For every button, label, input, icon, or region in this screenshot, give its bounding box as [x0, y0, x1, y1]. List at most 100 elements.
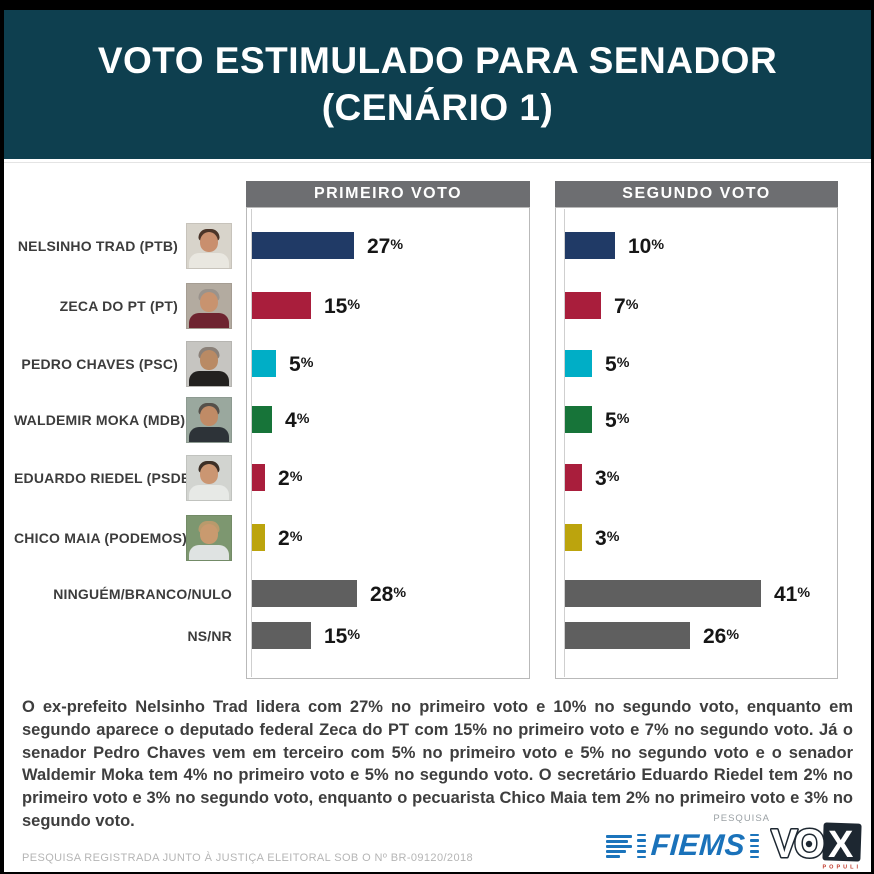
candidate-label: NELSINHO TRAD (PTB): [17, 238, 178, 254]
value-label-segundo-voto: 3%: [595, 524, 619, 552]
photo-torso: [189, 253, 229, 268]
photo-head: [200, 464, 218, 484]
axis-primeiro-voto: [251, 209, 252, 677]
value-number: 26: [703, 624, 727, 648]
bar-primeiro-voto: [252, 350, 276, 377]
bar-segundo-voto: [565, 232, 615, 259]
photo-torso: [189, 545, 229, 560]
candidate-label: ZECA DO PT (PT): [59, 298, 178, 314]
value-label-primeiro-voto: 15%: [324, 622, 360, 650]
photo-head: [200, 292, 218, 312]
panel-body-segundo-voto: [555, 207, 838, 679]
bar-segundo-voto: [565, 622, 690, 649]
percent-sign: %: [606, 529, 620, 545]
summary-text: O ex-prefeito Nelsinho Trad lidera com 2…: [22, 698, 853, 830]
percent-sign: %: [726, 627, 740, 643]
pesquisa-label: PESQUISA: [713, 813, 770, 824]
value-number: 5: [605, 408, 617, 432]
value-number: 3: [595, 466, 607, 490]
candidate-photo-pedro-chaves: [186, 341, 232, 387]
bar-segundo-voto: [565, 350, 592, 377]
frame-top: [0, 0, 874, 10]
fiems-dashes-right-icon: [750, 833, 760, 859]
photo-head: [200, 232, 218, 252]
value-label-primeiro-voto: 2%: [278, 464, 302, 492]
svg-text:X: X: [828, 824, 854, 866]
value-number: 28: [370, 582, 394, 606]
value-label-segundo-voto: 3%: [595, 464, 619, 492]
value-number: 7: [614, 294, 626, 318]
page-title-line2: (CENÁRIO 1): [321, 86, 554, 128]
candidate-label: CHICO MAIA (PODEMOS): [14, 530, 188, 546]
value-number: 2: [278, 526, 290, 550]
candidate-label: WALDEMIR MOKA (MDB): [14, 412, 186, 428]
percent-sign: %: [606, 469, 620, 485]
candidate-photo-nelsinho-trad: [186, 223, 232, 269]
value-number: 4: [285, 408, 297, 432]
candidate-photo-waldemir-moka: [186, 397, 232, 443]
panel-header-primeiro-voto: PRIMEIRO VOTO: [246, 181, 530, 207]
value-number: 2: [278, 466, 290, 490]
candidate-label: PEDRO CHAVES (PSC): [21, 356, 178, 372]
percent-sign: %: [347, 297, 361, 313]
banner-divider: [4, 162, 871, 163]
candidate-label: NS/NR: [187, 628, 232, 644]
fiems-emblem-icon: [606, 834, 632, 858]
candidate-photo-chico-maia: [186, 515, 232, 561]
percent-sign: %: [390, 237, 404, 253]
svg-text:V: V: [771, 822, 798, 866]
value-number: 41: [774, 582, 798, 606]
fiems-dashes-left-icon: [637, 833, 646, 859]
vox-logo-icon: V O X POPULI: [770, 821, 862, 871]
candidate-photo-eduardo-riedel: [186, 455, 232, 501]
candidate-label: EDUARDO RIEDEL (PSDB): [14, 470, 197, 486]
bar-primeiro-voto: [252, 464, 265, 491]
percent-sign: %: [797, 585, 811, 601]
bar-primeiro-voto: [252, 524, 265, 551]
vox-populi-logo: V O X POPULI: [770, 820, 864, 874]
percent-sign: %: [616, 355, 630, 371]
panel-body-primeiro-voto: [246, 207, 530, 679]
fiems-wordmark: FIEMS: [649, 829, 747, 862]
photo-torso: [189, 485, 229, 500]
value-label-primeiro-voto: 2%: [278, 524, 302, 552]
value-label-segundo-voto: 7%: [614, 292, 638, 320]
axis-segundo-voto: [564, 209, 565, 677]
photo-torso: [189, 427, 229, 442]
bar-primeiro-voto: [252, 622, 311, 649]
frame-bottom: [0, 872, 874, 874]
bar-primeiro-voto: [252, 580, 357, 607]
candidate-label: NINGUÉM/BRANCO/NULO: [53, 586, 232, 602]
value-number: 15: [324, 624, 348, 648]
panel-header-segundo-voto: SEGUNDO VOTO: [555, 181, 838, 207]
percent-sign: %: [393, 585, 407, 601]
value-label-segundo-voto: 5%: [605, 406, 629, 434]
bar-primeiro-voto: [252, 232, 354, 259]
value-label-segundo-voto: 10%: [628, 232, 664, 260]
percent-sign: %: [289, 469, 303, 485]
bar-primeiro-voto: [252, 292, 311, 319]
bar-segundo-voto: [565, 524, 582, 551]
title-banner: VOTO ESTIMULADO PARA SENADOR (CENÁRIO 1): [4, 10, 871, 159]
value-number: 15: [324, 294, 348, 318]
page-title-line1: VOTO ESTIMULADO PARA SENADOR: [97, 39, 778, 81]
bar-segundo-voto: [565, 292, 601, 319]
percent-sign: %: [300, 355, 314, 371]
frame-left: [0, 0, 4, 874]
value-number: 5: [289, 352, 301, 376]
percent-sign: %: [616, 411, 630, 427]
candidate-photo-zeca-do-pt: [186, 283, 232, 329]
photo-head: [200, 406, 218, 426]
percent-sign: %: [347, 627, 361, 643]
bar-primeiro-voto: [252, 406, 272, 433]
registration-text: PESQUISA REGISTRADA JUNTO À JUSTIÇA ELEI…: [22, 852, 473, 864]
value-label-primeiro-voto: 5%: [289, 350, 313, 378]
value-label-segundo-voto: 5%: [605, 350, 629, 378]
bar-segundo-voto: [565, 464, 582, 491]
value-number: 3: [595, 526, 607, 550]
value-label-primeiro-voto: 27%: [367, 232, 403, 260]
value-number: 10: [628, 234, 652, 258]
photo-head: [200, 350, 218, 370]
percent-sign: %: [651, 237, 665, 253]
